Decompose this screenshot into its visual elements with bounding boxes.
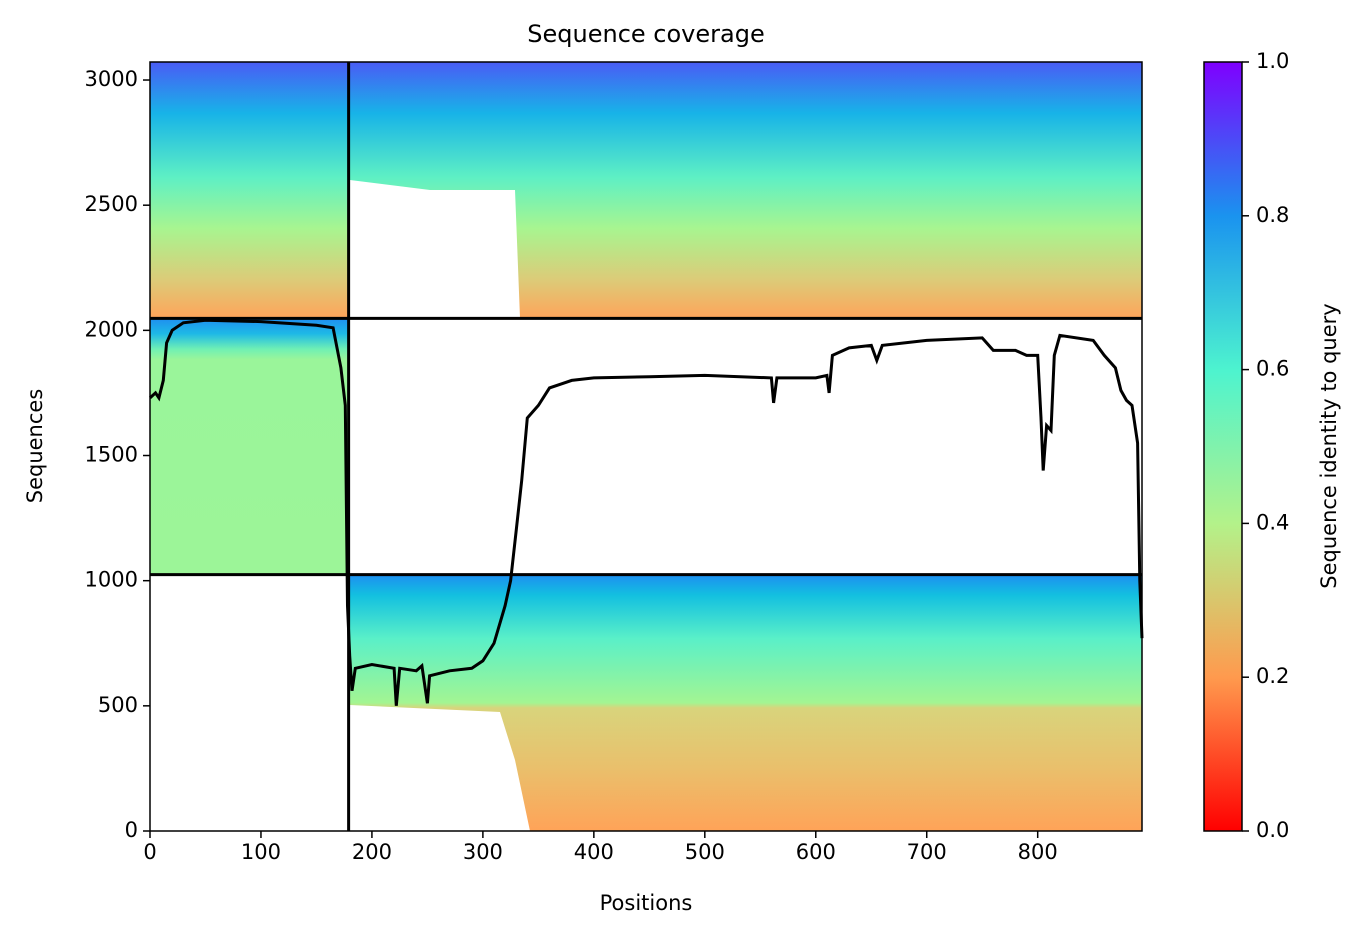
y-tick-label: 1000 bbox=[85, 568, 138, 592]
y-axis-label: Sequences bbox=[23, 389, 47, 504]
colorbar-label: Sequence identity to query bbox=[1317, 303, 1341, 588]
x-tick-label: 800 bbox=[1018, 840, 1058, 864]
coverage-block bbox=[150, 62, 349, 319]
coverage-line bbox=[148, 318, 1144, 706]
colorbar-tick-label: 0.8 bbox=[1256, 203, 1289, 227]
x-tick-label: 500 bbox=[685, 840, 725, 864]
gap-region bbox=[350, 705, 530, 831]
y-tick-label: 2500 bbox=[85, 192, 138, 216]
y-tick-label: 1500 bbox=[85, 443, 138, 467]
x-tick-label: 0 bbox=[143, 840, 156, 864]
colorbar-tick-label: 0.6 bbox=[1256, 357, 1289, 381]
x-tick-label: 100 bbox=[241, 840, 281, 864]
x-tick-label: 400 bbox=[574, 840, 614, 864]
colorbar bbox=[1203, 61, 1243, 832]
x-tick-label: 700 bbox=[907, 840, 947, 864]
y-tick-label: 500 bbox=[98, 693, 138, 717]
y-tick-label: 2000 bbox=[85, 317, 138, 341]
colorbar-tick-label: 0.0 bbox=[1256, 818, 1289, 842]
colorbar-tick-label: 0.2 bbox=[1256, 664, 1289, 688]
colorbar-tick-label: 0.4 bbox=[1256, 510, 1289, 534]
x-tick-label: 200 bbox=[352, 840, 392, 864]
y-tick-label: 0 bbox=[125, 818, 138, 842]
x-tick-label: 600 bbox=[796, 840, 836, 864]
x-axis-label: Positions bbox=[600, 891, 693, 915]
chart-title: Sequence coverage bbox=[527, 20, 764, 48]
y-tick-label: 3000 bbox=[85, 67, 138, 91]
x-tick-label: 300 bbox=[463, 840, 503, 864]
coverage-block bbox=[150, 318, 349, 575]
plot-frame bbox=[149, 61, 1143, 832]
colorbar-tick-label: 1.0 bbox=[1256, 49, 1289, 73]
gap-region bbox=[350, 180, 520, 318]
